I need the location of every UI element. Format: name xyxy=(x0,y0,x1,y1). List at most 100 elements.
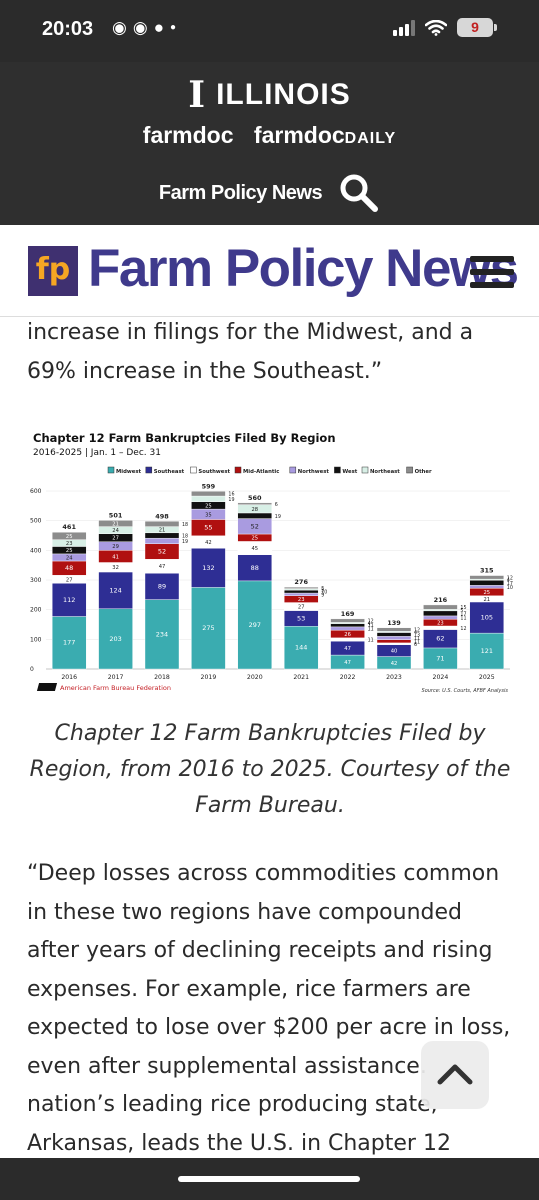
data-label: 144 xyxy=(295,644,307,652)
data-label: 9 xyxy=(321,592,324,598)
data-label: 12 xyxy=(368,619,374,625)
data-label: 25 xyxy=(205,503,212,509)
text-line: “Deep losses across commodities common xyxy=(27,861,500,886)
text-line: even after supplemental assistance. xyxy=(27,1053,427,1079)
data-label: 132 xyxy=(202,564,214,572)
scroll-to-top-button[interactable] xyxy=(421,1041,489,1109)
home-indicator[interactable] xyxy=(178,1176,360,1182)
chevron-up-icon xyxy=(437,1064,473,1085)
y-tick-label: 600 xyxy=(30,488,42,495)
legend-swatch xyxy=(190,466,197,474)
bar-segment xyxy=(284,586,319,589)
bar-segment xyxy=(469,585,504,589)
text-line: expenses. For example, rice farmers are xyxy=(27,976,471,1002)
data-label: 89 xyxy=(158,582,166,590)
search-icon[interactable] xyxy=(338,172,380,214)
bar-segment xyxy=(237,580,273,670)
text-line: after years of declining receipts and ri… xyxy=(27,938,493,963)
text-line: expected to lose over $200 per acre in l… xyxy=(27,1015,511,1040)
farmdoc-link[interactable]: farmdoc xyxy=(142,122,234,148)
illinois-logo[interactable]: I ILLINOIS xyxy=(0,74,539,116)
data-label: 11 xyxy=(368,623,374,629)
farmdoc-daily-link[interactable]: farmdocDAILY xyxy=(254,122,396,148)
chart-title: Chapter 12 Farm Bankruptcies Filed By Re… xyxy=(33,431,336,445)
data-label: 28 xyxy=(251,507,258,513)
bar-segment xyxy=(144,537,180,545)
total-label: 501 xyxy=(109,511,123,519)
text-line: Arkansas, leads the U.S. in Chapter 12 xyxy=(27,1130,451,1156)
bar-segment xyxy=(376,642,412,645)
data-label: 21 xyxy=(159,528,166,534)
chart-svg: Midwest Southeast Southwest Mid-Atlantic Nor… xyxy=(30,466,513,681)
farmdoc-links: farmdoc farmdocDAILY xyxy=(0,122,539,149)
block-i-icon: I xyxy=(188,74,207,116)
bar-segment xyxy=(423,615,458,620)
chart-source: Source: U.S. Courts, AFBF Analysis xyxy=(421,688,508,694)
x-tick-label: 2021 xyxy=(293,674,309,681)
bar-segment xyxy=(52,532,87,540)
fp-logo[interactable]: fp xyxy=(28,246,78,296)
data-label: 25 xyxy=(66,534,73,540)
image-caption: Chapter 12 Farm Bankruptcies Filed by Re… xyxy=(29,721,511,818)
data-label: 16 xyxy=(228,492,234,498)
data-label: 10 xyxy=(321,590,327,596)
data-label: 275 xyxy=(202,624,214,632)
data-label: 10 xyxy=(507,585,513,591)
data-label: 12 xyxy=(414,628,420,634)
bar-segment xyxy=(191,491,226,497)
data-label: 29 xyxy=(112,544,119,550)
total-label: 169 xyxy=(341,610,355,618)
battery-icon: 9 xyxy=(457,18,497,37)
data-label: 21 xyxy=(112,521,119,527)
data-label: 35 xyxy=(205,512,212,518)
data-label: 52 xyxy=(158,548,166,556)
legend-entry: Southwest xyxy=(198,469,230,475)
bar-segment xyxy=(284,626,319,670)
data-label: 6 xyxy=(414,642,417,648)
afbf-logo-icon xyxy=(36,683,58,691)
brand-name[interactable]: Farm Policy News xyxy=(88,239,519,298)
total-label: 216 xyxy=(434,596,448,604)
data-label: 6 xyxy=(275,502,278,508)
y-tick-label: 100 xyxy=(30,636,42,643)
bar-segment xyxy=(376,632,412,637)
data-label: 19 xyxy=(182,539,188,545)
data-label: 4 xyxy=(414,630,417,636)
data-label: 25 xyxy=(251,536,258,542)
data-label: 42 xyxy=(391,661,398,667)
text-line: nation’s leading rice producing state, xyxy=(27,1092,438,1117)
farm-policy-news-link[interactable]: Farm Policy News xyxy=(158,181,323,204)
legend-swatch xyxy=(107,466,115,474)
chart-subtitle: 2016-2025 | Jan. 1 – Dec. 31 xyxy=(33,448,161,458)
data-label: 18 xyxy=(182,534,188,540)
data-label: 11 xyxy=(460,616,466,622)
x-tick-label: 2022 xyxy=(340,674,356,681)
bar-segment xyxy=(330,623,365,628)
cellular-signal-icon xyxy=(393,19,415,36)
data-label: 52 xyxy=(251,522,259,530)
bar-segment xyxy=(376,627,412,632)
y-tick-label: 0 xyxy=(30,666,34,673)
bar-segment xyxy=(469,575,504,580)
bar-segment xyxy=(423,609,458,612)
data-label: 5 xyxy=(460,608,463,614)
farmdoc-daily-main: farmdoc xyxy=(253,122,345,148)
data-label: 71 xyxy=(436,654,444,662)
legend-swatch xyxy=(234,466,242,474)
data-label: 25 xyxy=(66,548,73,554)
data-label: 5 xyxy=(321,587,324,593)
data-label: 47 xyxy=(344,646,351,652)
x-tick-label: 2024 xyxy=(433,674,449,681)
data-label: 26 xyxy=(344,632,351,638)
menu-icon[interactable] xyxy=(470,256,514,288)
bar-segment xyxy=(98,608,133,670)
bar-segment xyxy=(376,639,412,644)
y-tick-label: 500 xyxy=(30,518,42,525)
data-label: 23 xyxy=(66,541,73,547)
legend-entry: Northeast xyxy=(370,469,400,475)
legend-entry: Midwest xyxy=(116,469,142,475)
text-line: in these two regions have compounded xyxy=(27,899,462,925)
total-label: 139 xyxy=(387,619,401,627)
x-tick-label: 2016 xyxy=(61,674,77,681)
legend-swatch xyxy=(406,466,413,474)
